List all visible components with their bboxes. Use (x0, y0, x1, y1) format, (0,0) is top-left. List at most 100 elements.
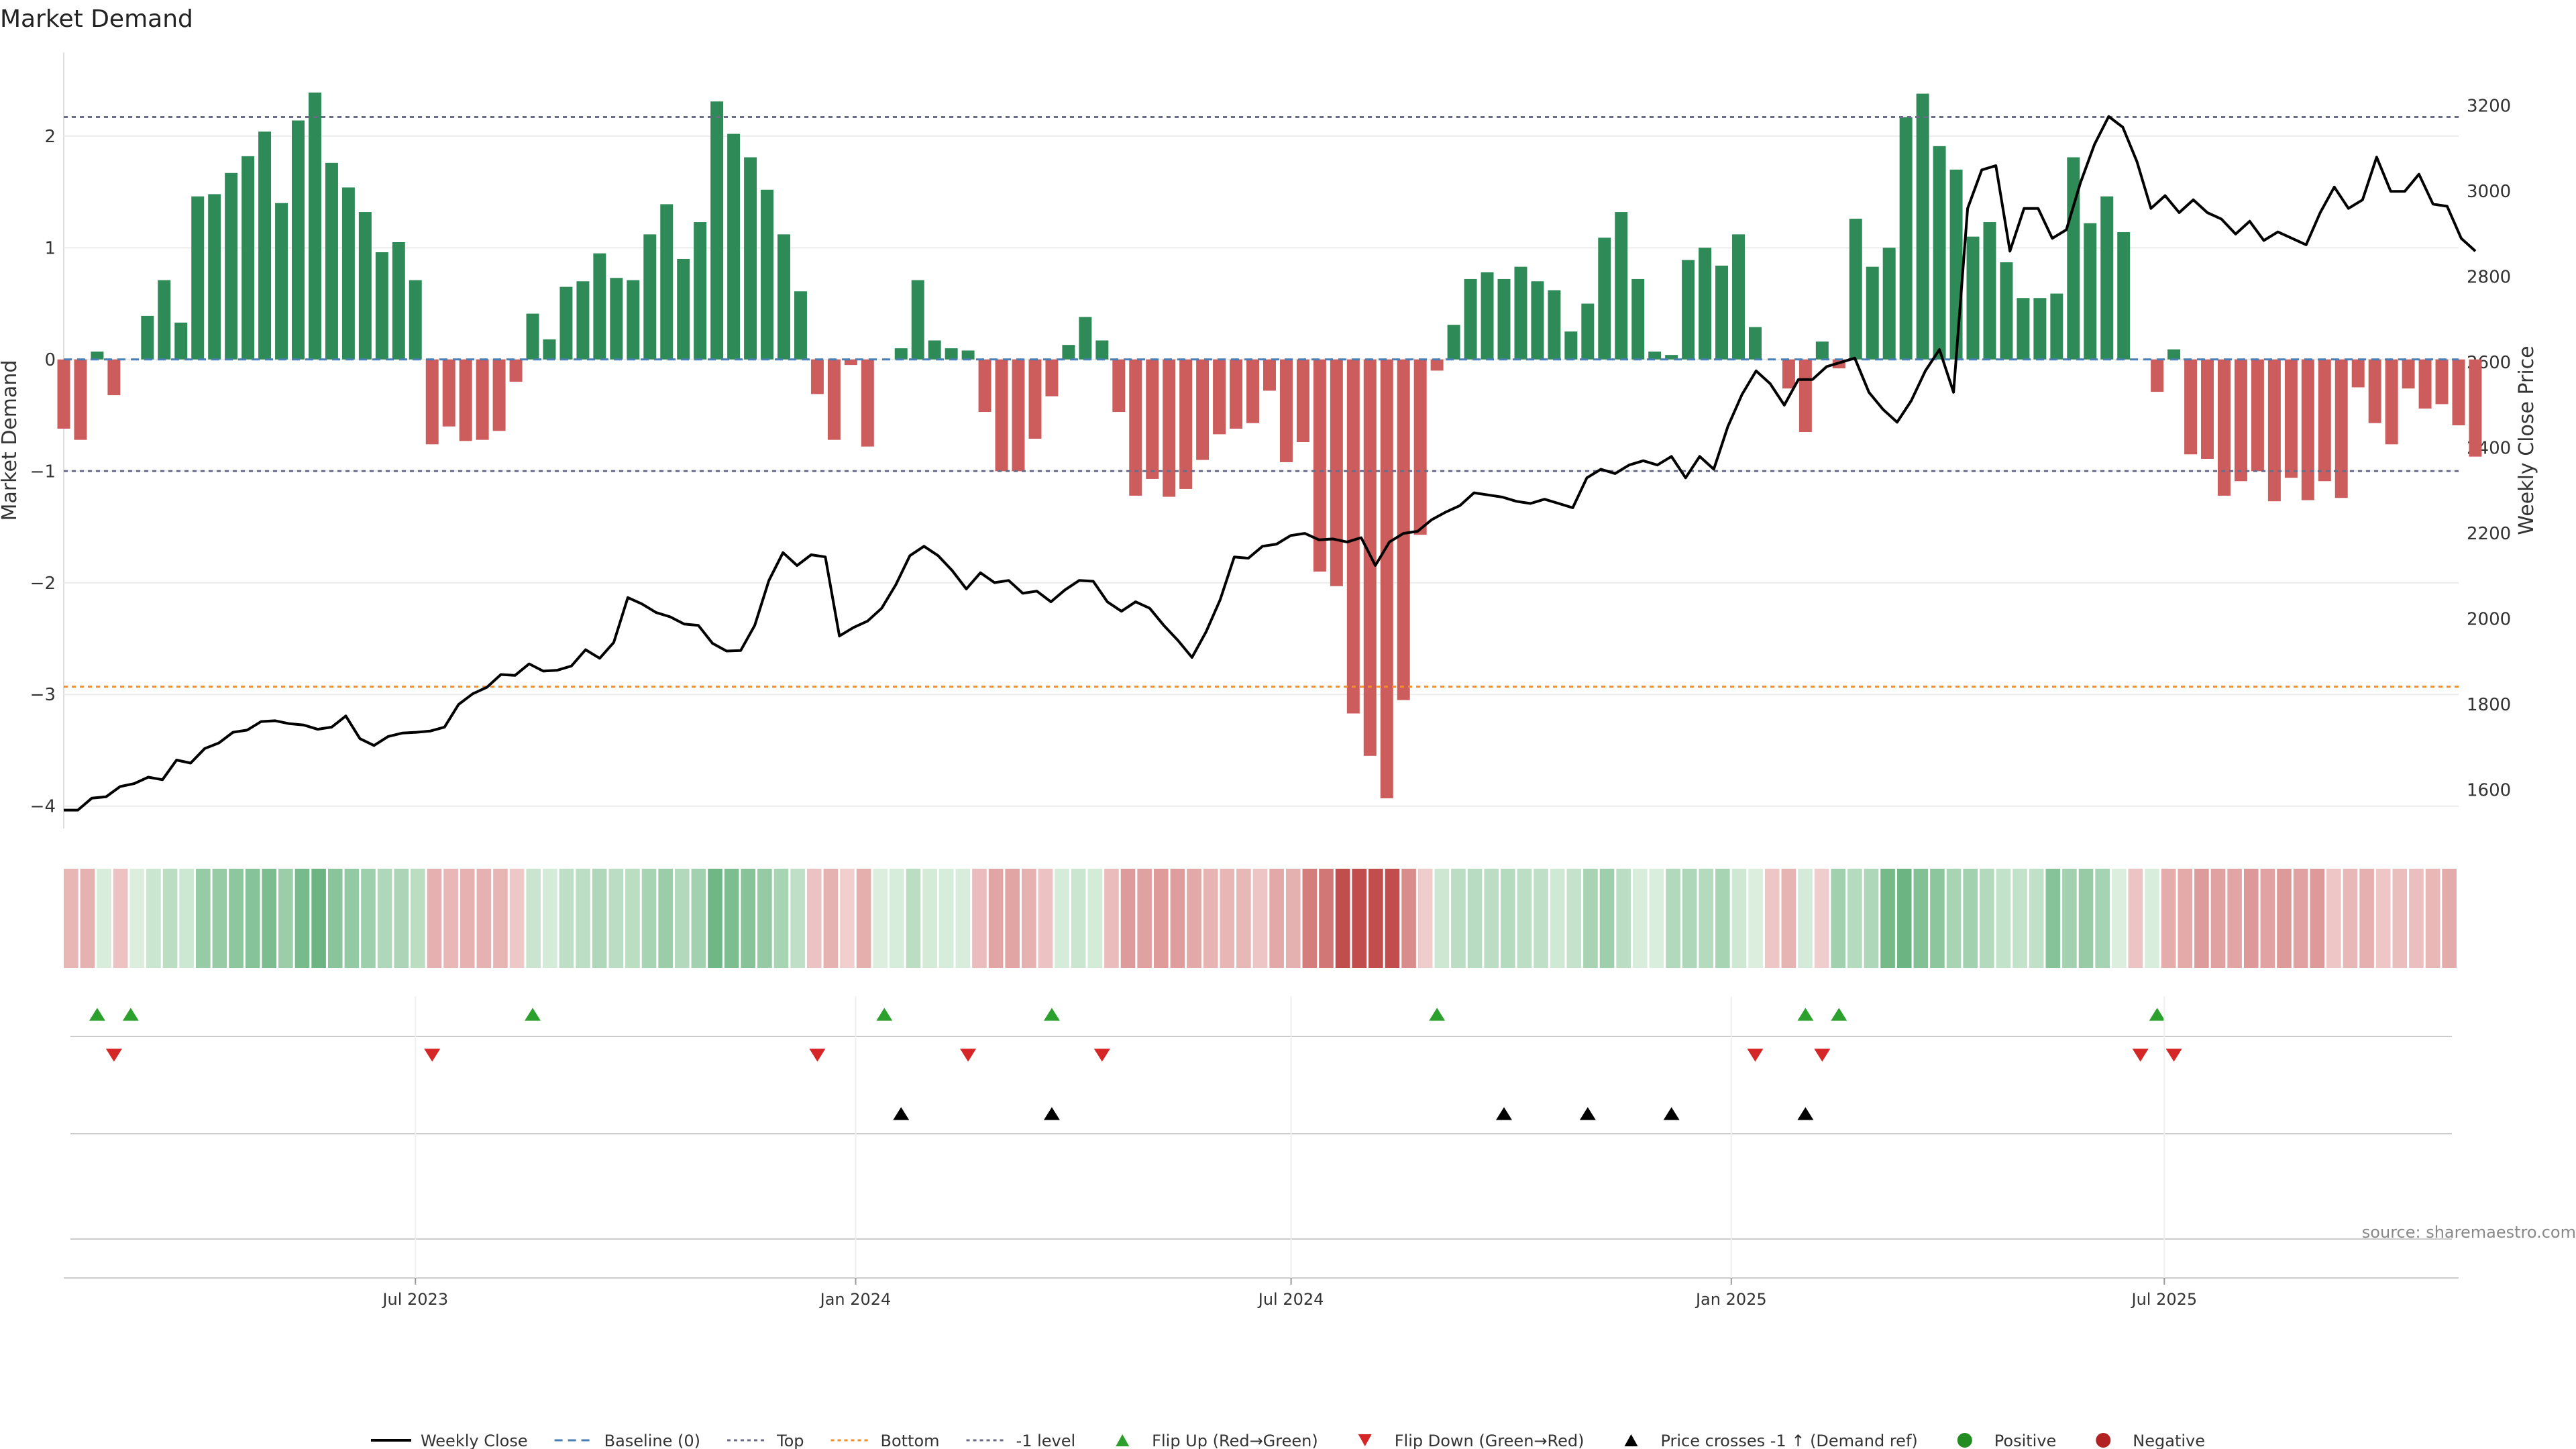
demand-bar (1213, 359, 1226, 435)
demand-bar (744, 157, 757, 360)
heat-cell (1666, 869, 1680, 968)
heat-cell (493, 869, 508, 968)
heat-cell (460, 869, 475, 968)
heat-cell (526, 869, 541, 968)
demand-bar (476, 359, 489, 440)
demand-bar (174, 322, 188, 360)
y-axis-label: Market Demand (0, 360, 21, 521)
legend-label: Flip Down (Green→Red) (1395, 1432, 1585, 1449)
heat-cell (2078, 869, 2094, 968)
demand-bar (1916, 93, 1929, 360)
y-tick-label: 2 (44, 127, 56, 147)
flip-up-marker (1429, 1008, 1446, 1021)
demand-bar (844, 359, 857, 366)
demand-bar (392, 242, 405, 360)
demand-bar (1163, 359, 1176, 497)
heat-cell (1599, 869, 1615, 968)
heat-cell (1087, 869, 1103, 968)
demand-bar (2067, 157, 2080, 360)
demand-bar (1933, 146, 1946, 360)
legend-item: Negative (2096, 1432, 2205, 1449)
flip-up-marker (876, 1008, 893, 1021)
demand-bar (1715, 265, 1729, 360)
heat-cell (195, 869, 211, 968)
demand-bar (961, 350, 975, 360)
heat-cell (2442, 869, 2457, 968)
demand-bar (2201, 359, 2214, 459)
heat-cell (80, 869, 95, 968)
heat-cell (1550, 869, 1565, 968)
heat-cell (1368, 869, 1383, 968)
demand-bar (627, 280, 640, 360)
demand-bar (1665, 355, 1678, 360)
legend-label: Negative (2133, 1432, 2205, 1449)
x-tick-label: Jul 2025 (2130, 1290, 2197, 1309)
heat-cell (1120, 869, 1136, 968)
demand-bar (1615, 212, 1628, 360)
heat-cell (1864, 869, 1879, 968)
heat-cell (1055, 869, 1069, 968)
heat-cell (1071, 869, 1086, 968)
heat-cell (972, 869, 987, 968)
source-text: source: sharemaestro.com (2362, 1223, 2576, 1242)
heat-cell (2012, 869, 2027, 968)
heat-cell (2111, 869, 2127, 968)
demand-bar (1699, 248, 1712, 360)
demand-bar (761, 189, 774, 360)
heat-cell (1137, 869, 1152, 968)
heat-cell (1616, 869, 1631, 968)
heat-cell (1302, 869, 1318, 968)
demand-bar (526, 313, 539, 360)
heat-cell (1187, 869, 1201, 968)
heat-cell (1963, 869, 1978, 968)
heat-cell (1748, 869, 1763, 968)
flip-down-marker (2132, 1049, 2149, 1062)
demand-bar (2301, 359, 2314, 500)
demand-bar (1112, 359, 1126, 413)
y-tick-label: −4 (30, 797, 56, 817)
flip-down-marker (809, 1049, 826, 1062)
heat-cell (1583, 869, 1598, 968)
demand-bar (1430, 359, 1444, 371)
flip-down-marker (105, 1049, 122, 1062)
demand-bar (727, 133, 741, 360)
legend-icon-flip-down (1358, 1434, 1372, 1446)
heat-cell (1236, 869, 1251, 968)
demand-bar (677, 258, 690, 360)
x-axis: Jul 2023 Jan 2024 Jul 2024 Jan 2025 Jul 2025 (64, 996, 2459, 1309)
price-cross-marker (893, 1107, 910, 1120)
heat-cell (1022, 869, 1036, 968)
heat-cell (2293, 869, 2308, 968)
demand-bar (945, 348, 958, 360)
heat-cell (1831, 869, 1846, 968)
heat-cell (1517, 869, 1532, 968)
demand-bar (208, 194, 221, 360)
heat-cell (873, 869, 888, 968)
heat-cell (592, 869, 607, 968)
demand-bar (995, 359, 1008, 472)
demand-bar (1497, 278, 1511, 360)
flip-up-marker (1797, 1008, 1814, 1021)
heat-cell (856, 869, 871, 968)
demand-bar (2452, 359, 2465, 426)
price-cross-marker (1579, 1107, 1596, 1120)
heat-cell (658, 869, 673, 968)
heat-cell (2178, 869, 2193, 968)
legend-label: Positive (1994, 1432, 2057, 1449)
heat-cell (674, 869, 690, 968)
heat-cell (1649, 869, 1664, 968)
demand-bar (74, 359, 87, 440)
demand-bar (509, 359, 523, 382)
demand-bar (1514, 266, 1527, 360)
flip-down-marker (2165, 1049, 2182, 1062)
heat-cell (691, 869, 706, 968)
demand-bar (543, 339, 556, 360)
demand-bar (292, 120, 305, 360)
heat-cell (1335, 869, 1350, 968)
heat-cell (2029, 869, 2044, 968)
chart-title: Market Demand (0, 5, 193, 33)
heat-cell (1484, 869, 1499, 968)
demand-bar (2184, 359, 2198, 455)
y2-tick-label: 2800 (2467, 268, 2511, 288)
